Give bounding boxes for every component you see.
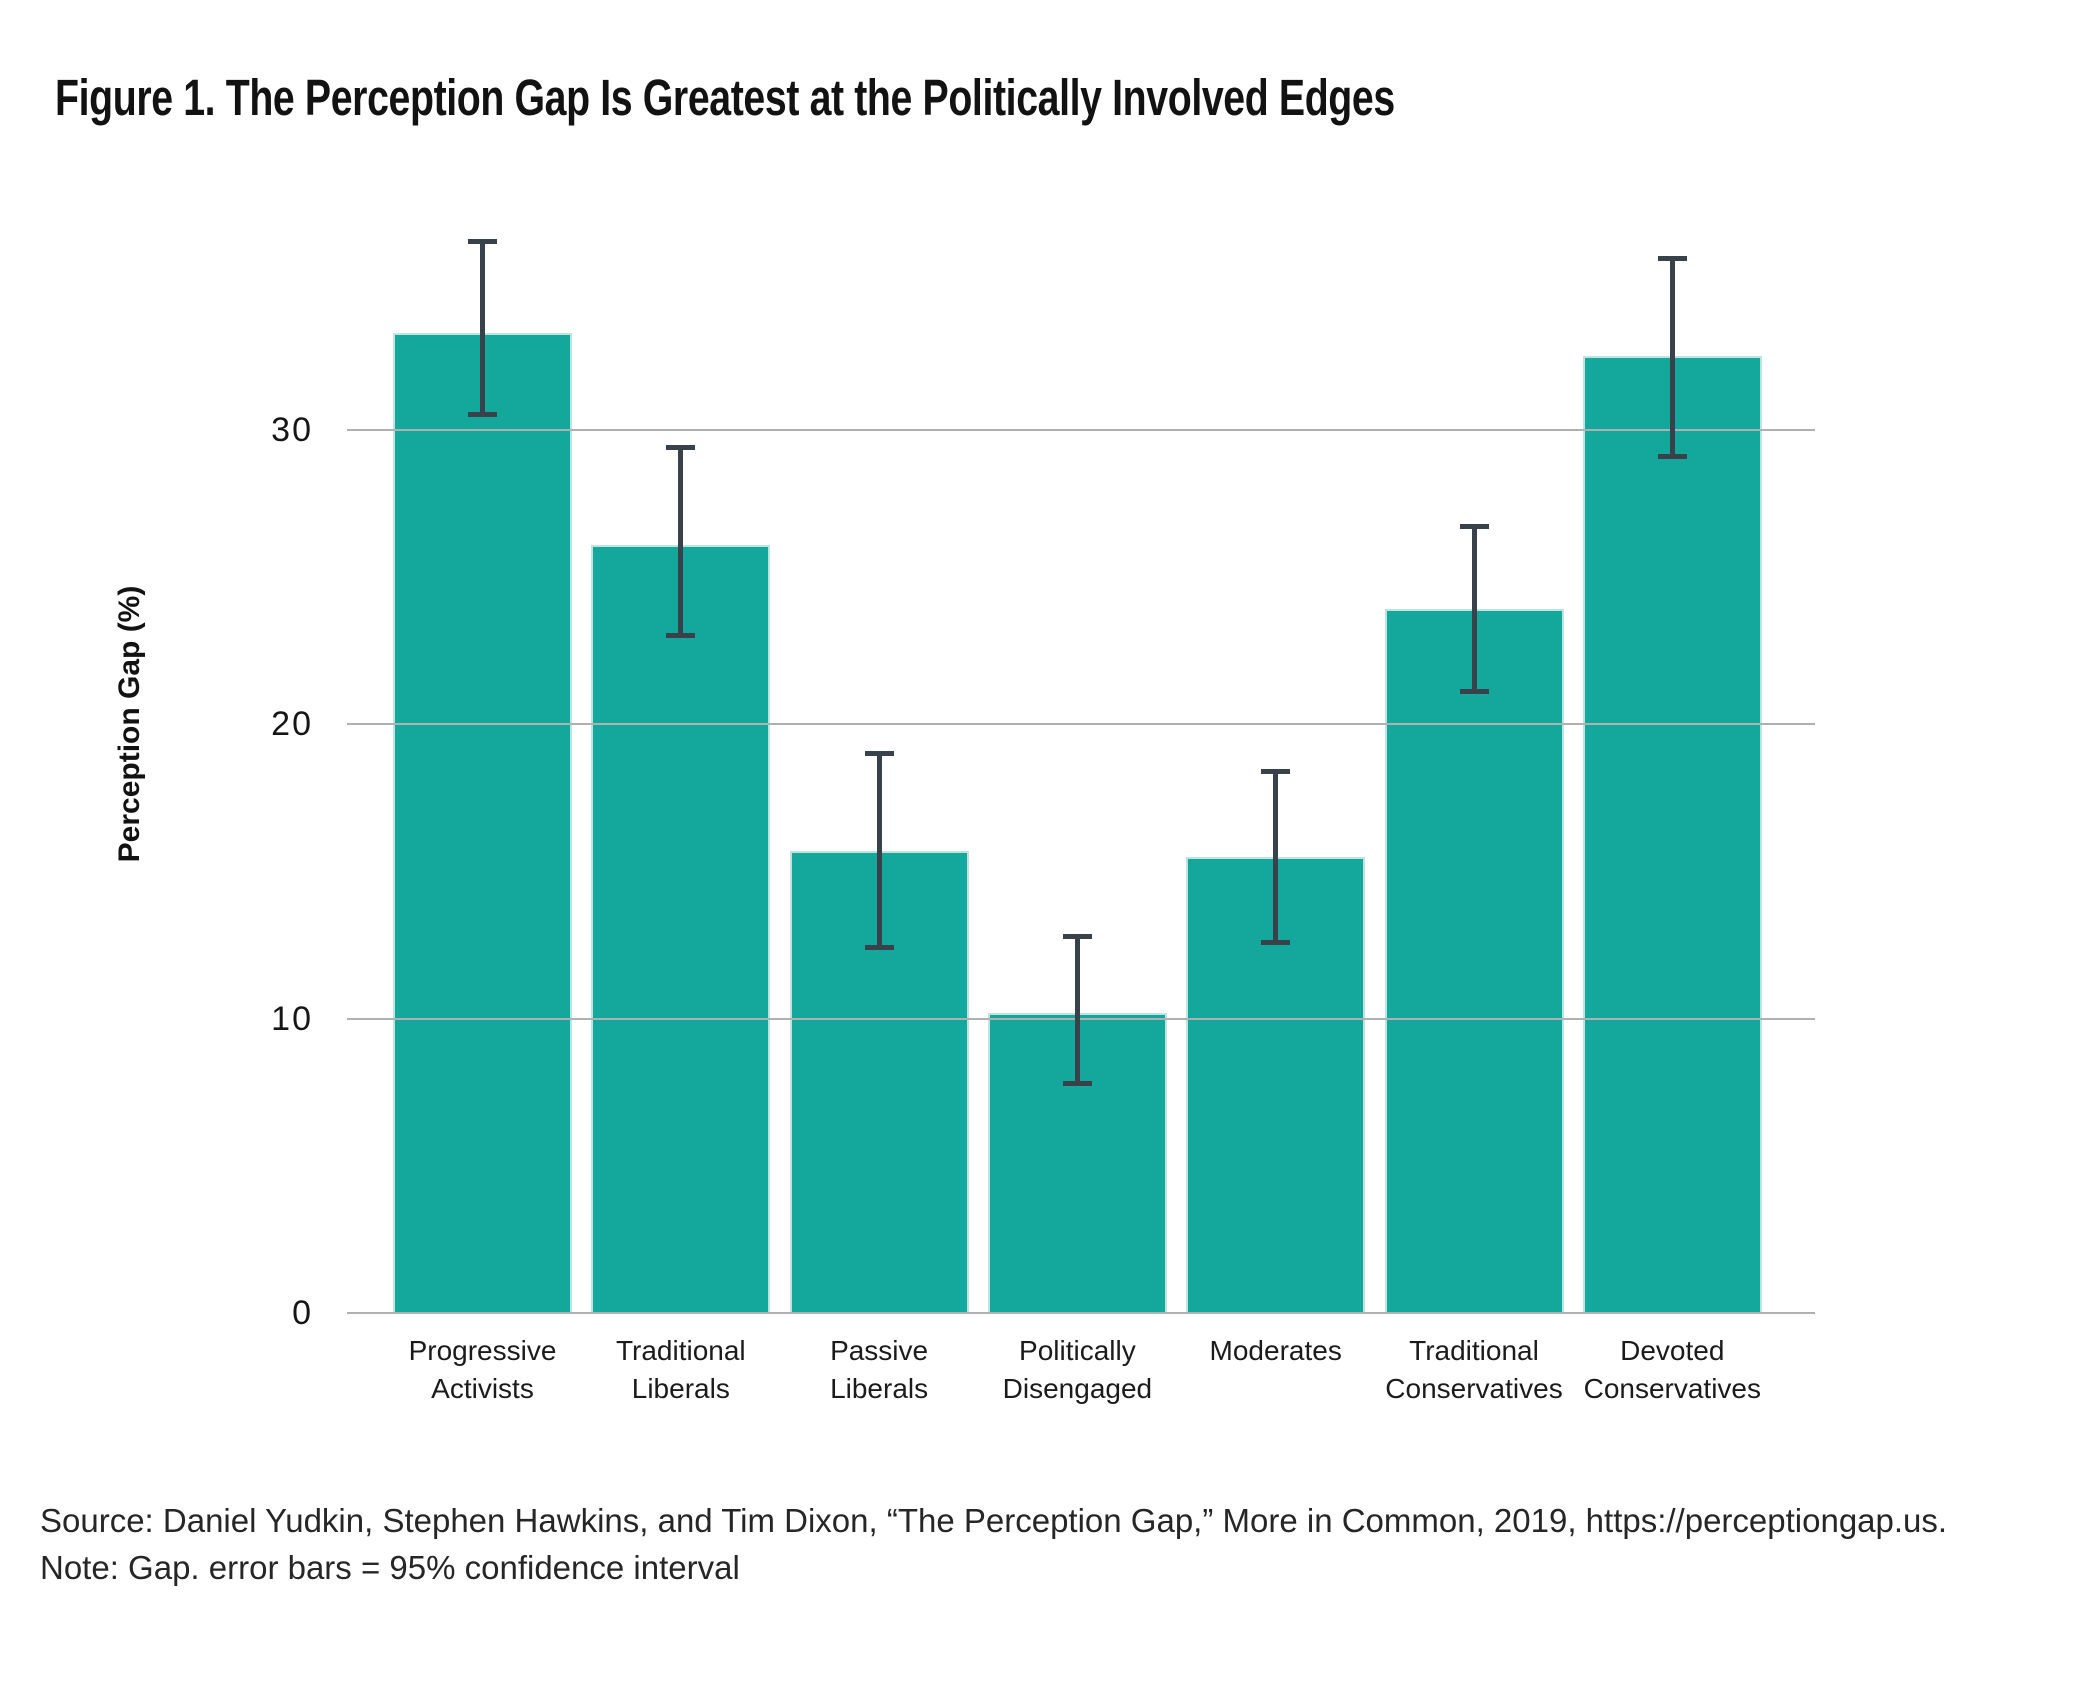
error-bar-passive-liberals [876, 753, 882, 948]
error-bar-traditional-conservatives [1471, 526, 1477, 692]
error-bar-cap-bottom-traditional-liberals [666, 633, 696, 639]
x-axis-label-line: Politically [1019, 1335, 1136, 1366]
x-axis-label-line: Traditional [615, 1335, 746, 1366]
x-axis-label-moderates: Moderates [1136, 1332, 1416, 1370]
x-axis-label-traditional-conservatives: Traditional Conservatives [1334, 1332, 1614, 1408]
x-axis-label-line: Traditional [1409, 1335, 1539, 1366]
error-bar-cap-bottom-politically-disengaged [1062, 1080, 1092, 1086]
x-axis-label-progressive-activists: Progressive Activists [343, 1332, 623, 1408]
x-axis-label-devoted-conservatives: Devoted Conservatives [1532, 1332, 1812, 1408]
error-bar-cap-bottom-moderates [1261, 939, 1291, 945]
error-bar-cap-top-devoted-conservatives [1657, 256, 1687, 262]
note-text: Note: Gap. error bars = 95% confidence i… [40, 1549, 740, 1586]
error-bar-cap-top-traditional-conservatives [1459, 524, 1489, 530]
x-axis-label-line: Liberals [631, 1373, 730, 1404]
x-axis-label-line: Passive [830, 1335, 929, 1366]
bar-traditional-liberals [591, 544, 771, 1313]
error-bar-politically-disengaged [1074, 936, 1080, 1084]
bar-traditional-conservatives [1384, 609, 1564, 1313]
bar-chart-plot-area: 0 10 20 30 [271, 200, 1815, 1332]
error-bar-traditional-liberals [678, 447, 684, 636]
error-bar-cap-bottom-devoted-conservatives [1657, 453, 1687, 459]
y-tick-label-10: 10 [271, 999, 313, 1038]
bar-progressive-activists [393, 332, 572, 1313]
error-bar-cap-top-passive-liberals [864, 751, 894, 757]
error-bar-progressive-activists [480, 241, 485, 415]
gridline-10 [347, 1017, 1815, 1020]
source-text: Source: Daniel Yudkin, Stephen Hawkins, … [40, 1502, 1948, 1539]
error-bar-devoted-conservatives [1669, 258, 1675, 457]
y-tick-label-30: 30 [271, 410, 313, 449]
error-bar-cap-bottom-passive-liberals [864, 945, 894, 951]
gridline-30 [347, 428, 1815, 431]
y-tick-label-0: 0 [292, 1294, 313, 1332]
x-axis-label-line: Progressive [408, 1335, 557, 1366]
x-axis-label-line: Activists [431, 1373, 534, 1404]
x-axis-label-passive-liberals: Passive Liberals [739, 1332, 1019, 1408]
x-axis-line [347, 1312, 1815, 1314]
gridline-20 [347, 723, 1815, 726]
x-axis-label-line: Liberals [830, 1373, 929, 1404]
figure-title: Figure 1. The Perception Gap Is Greatest… [55, 69, 1395, 126]
error-bar-cap-bottom-progressive-activists [468, 412, 497, 418]
x-axis-label-politically-disengaged: Politically Disengaged [937, 1332, 1217, 1408]
error-bar-cap-top-progressive-activists [468, 238, 497, 244]
x-axis-label-line: Devoted [1620, 1335, 1725, 1366]
error-bar-cap-bottom-traditional-conservatives [1459, 689, 1489, 695]
x-axis-label-traditional-liberals: Traditional Liberals [541, 1332, 821, 1408]
x-axis-label-line: Conservatives [1583, 1373, 1761, 1404]
x-axis-label-line: Moderates [1209, 1335, 1342, 1366]
error-bar-cap-top-politically-disengaged [1062, 933, 1092, 939]
error-bar-cap-top-moderates [1261, 768, 1291, 774]
x-axis-label-line: Disengaged [1002, 1373, 1153, 1404]
x-axis-labels: Progressive Activists Traditional Liberals P… [347, 1332, 1815, 1452]
figure-footer: Source: Daniel Yudkin, Stephen Hawkins, … [40, 1497, 1947, 1591]
x-axis-label-line: Conservatives [1385, 1373, 1563, 1404]
error-bar-cap-top-traditional-liberals [666, 444, 696, 450]
error-bar-moderates [1273, 771, 1279, 942]
y-axis-title: Perception Gap (%) [113, 585, 146, 863]
y-tick-label-20: 20 [271, 705, 313, 744]
bar-devoted-conservatives [1582, 356, 1762, 1313]
